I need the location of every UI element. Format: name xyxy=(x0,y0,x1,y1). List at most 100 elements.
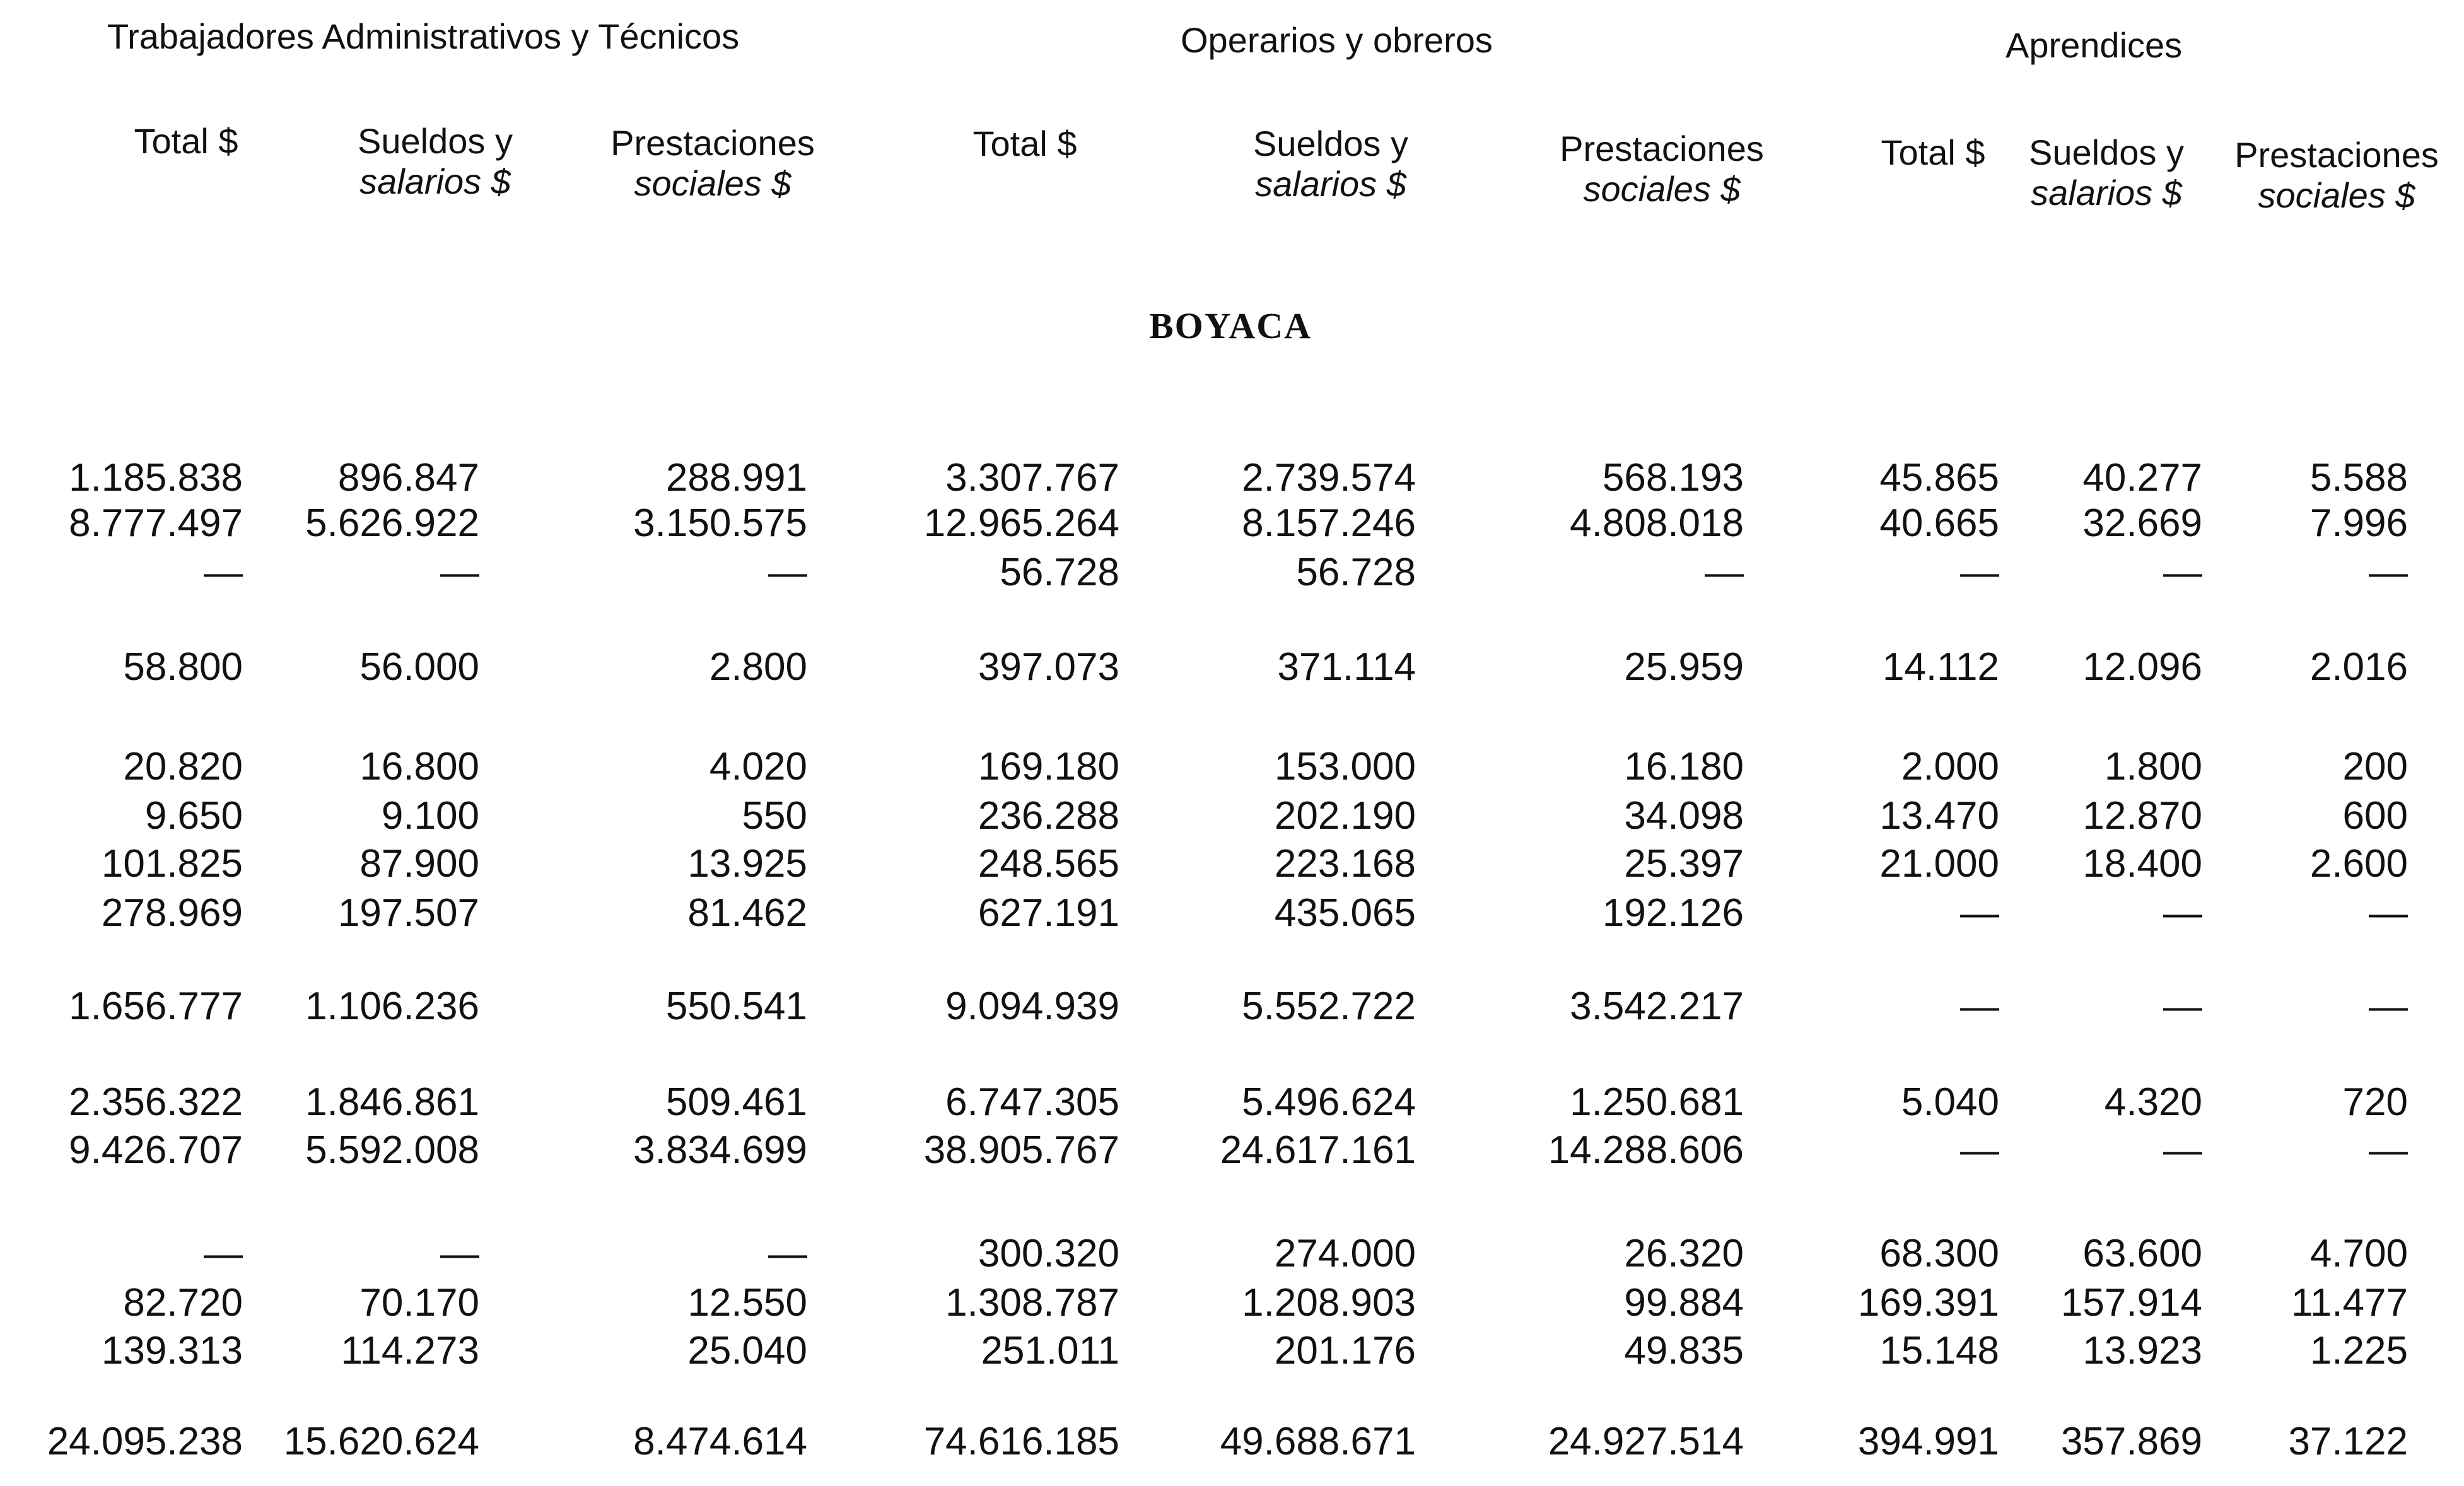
cell-oper-total: 397.073 xyxy=(978,645,1119,689)
cell-oper-total: 74.616.185 xyxy=(923,1420,1119,1463)
cell-oper-prestaciones: 25.397 xyxy=(1624,842,1744,886)
cell-admin-total: 20.820 xyxy=(123,745,243,788)
cell-oper-prestaciones: 34.098 xyxy=(1624,794,1744,838)
cell-apr-sueldos: 12.870 xyxy=(2082,794,2202,838)
cell-admin-prestaciones: 288.991 xyxy=(665,456,807,500)
cell-apr-total: 45.865 xyxy=(1879,456,1999,500)
col-admin-sueldos-line2: salarios $ xyxy=(359,161,511,202)
cell-oper-prestaciones: 49.835 xyxy=(1624,1329,1744,1372)
cell-admin-total: 8.777.497 xyxy=(69,501,243,545)
cell-oper-total: 1.308.787 xyxy=(945,1281,1119,1325)
cell-admin-prestaciones: 25.040 xyxy=(687,1329,807,1372)
group-heading-aprendices: Aprendices xyxy=(2006,25,2183,65)
col-admin-sueldos: Sueldos y salarios $ xyxy=(341,121,530,202)
cell-apr-total: 394.991 xyxy=(1857,1420,1999,1463)
cell-admin-sueldos: 114.273 xyxy=(341,1329,479,1372)
cell-apr-sueldos: 63.600 xyxy=(2082,1232,2202,1275)
cell-admin-total: 9.650 xyxy=(144,794,243,838)
col-oper-sueldos-line2: salarios $ xyxy=(1255,164,1406,204)
cell-apr-total: — xyxy=(1960,1128,1999,1172)
cell-oper-prestaciones: 4.808.018 xyxy=(1570,501,1744,545)
col-apr-sueldos-line2: salarios $ xyxy=(2031,173,2182,213)
cell-oper-total: 56.728 xyxy=(1000,551,1119,594)
section-title: BOYACA xyxy=(1149,305,1312,346)
cell-oper-sueldos: 49.688.671 xyxy=(1220,1420,1416,1463)
cell-admin-total: — xyxy=(204,551,243,594)
cell-apr-sueldos: 4.320 xyxy=(2104,1080,2202,1124)
cell-apr-prestaciones: 11.477 xyxy=(2291,1281,2408,1325)
cell-apr-sueldos: — xyxy=(2163,891,2202,935)
cell-admin-total: 82.720 xyxy=(123,1281,243,1325)
cell-apr-prestaciones: 600 xyxy=(2342,794,2408,838)
cell-admin-sueldos: 896.847 xyxy=(337,456,479,500)
cell-apr-total: 169.391 xyxy=(1857,1281,1999,1325)
col-oper-prest-line1: Prestaciones xyxy=(1560,129,1764,168)
cell-oper-total: 248.565 xyxy=(978,842,1119,886)
cell-apr-sueldos: 18.400 xyxy=(2082,842,2202,886)
cell-apr-prestaciones: — xyxy=(2369,891,2408,935)
table-row-total: 24.095.238 15.620.624 8.474.614 74.616.185 4… xyxy=(0,1419,2464,1463)
col-apr-total: Total $ xyxy=(1881,132,1985,172)
col-admin-prest-line2: sociales $ xyxy=(634,163,791,204)
cell-apr-total: 40.665 xyxy=(1879,501,1999,545)
col-apr-sueldos-line1: Sueldos y xyxy=(2029,132,2184,172)
table-row: 82.720 70.170 12.550 1.308.787 1.208.903 99.8… xyxy=(0,1280,2464,1325)
table-row: 139.313 114.273 25.040 251.011 201.176 49.835… xyxy=(0,1328,2464,1372)
cell-admin-sueldos: 197.507 xyxy=(337,891,479,935)
cell-admin-total: 101.825 xyxy=(101,842,243,886)
table-row: 278.969 197.507 81.462 627.191 435.065 192.12… xyxy=(0,891,2464,935)
cell-oper-total: 236.288 xyxy=(978,794,1119,838)
cell-apr-prestaciones: 5.588 xyxy=(2309,456,2408,500)
cell-admin-prestaciones: 3.150.575 xyxy=(633,501,807,545)
table-row: 8.777.497 5.626.922 3.150.575 12.965.264 8.1… xyxy=(0,501,2464,545)
table-row: 58.800 56.000 2.800 397.073 371.114 25.959 14.… xyxy=(0,645,2464,689)
cell-oper-sueldos: 8.157.246 xyxy=(1242,501,1416,545)
table-row: 9.426.707 5.592.008 3.834.699 38.905.767 24.… xyxy=(0,1128,2464,1172)
cell-admin-prestaciones: 3.834.699 xyxy=(633,1128,807,1172)
cell-apr-prestaciones: 2.600 xyxy=(2309,842,2408,886)
cell-admin-prestaciones: 8.474.614 xyxy=(633,1420,807,1463)
cell-admin-total: 9.426.707 xyxy=(69,1128,243,1172)
col-oper-sueldos: Sueldos y salarios $ xyxy=(1236,124,1425,205)
cell-apr-total: 15.148 xyxy=(1879,1329,1999,1372)
cell-apr-prestaciones: — xyxy=(2369,1128,2408,1172)
cell-oper-total: 3.307.767 xyxy=(945,456,1119,500)
table-row: 20.820 16.800 4.020 169.180 153.000 16.180 2.0… xyxy=(0,744,2464,788)
cell-admin-sueldos: 9.100 xyxy=(381,794,479,838)
cell-oper-prestaciones: 25.959 xyxy=(1624,645,1744,689)
cell-oper-prestaciones: 192.126 xyxy=(1602,891,1744,935)
cell-apr-sueldos: 12.096 xyxy=(2082,645,2202,689)
cell-apr-sueldos: 13.923 xyxy=(2082,1329,2202,1372)
col-oper-total: Total $ xyxy=(972,124,1077,163)
cell-admin-prestaciones: 509.461 xyxy=(665,1080,807,1124)
cell-admin-total: 278.969 xyxy=(101,891,243,935)
cell-oper-total: 300.320 xyxy=(978,1232,1119,1275)
cell-apr-total: 2.000 xyxy=(1901,745,1999,788)
table-row: 1.656.777 1.106.236 550.541 9.094.939 5.552.… xyxy=(0,984,2464,1028)
cell-oper-prestaciones: — xyxy=(1705,551,1744,594)
cell-oper-prestaciones: 26.320 xyxy=(1624,1232,1744,1275)
table-row: 9.650 9.100 550 236.288 202.190 34.098 13.470 1… xyxy=(0,793,2464,838)
cell-admin-total: 2.356.322 xyxy=(69,1080,243,1124)
cell-oper-sueldos: 2.739.574 xyxy=(1242,456,1416,500)
cell-apr-total: — xyxy=(1960,985,1999,1028)
cell-apr-sueldos: 32.669 xyxy=(2082,501,2202,545)
col-apr-sueldos: Sueldos y salarios $ xyxy=(2012,132,2201,214)
cell-admin-sueldos: 15.620.624 xyxy=(283,1420,479,1463)
cell-apr-sueldos: 157.914 xyxy=(2060,1281,2202,1325)
cell-admin-prestaciones: — xyxy=(768,551,807,594)
col-apr-prestaciones: Prestaciones sociales $ xyxy=(2223,135,2450,216)
cell-oper-prestaciones: 16.180 xyxy=(1624,745,1744,788)
cell-admin-total: 24.095.238 xyxy=(47,1420,243,1463)
cell-oper-sueldos: 56.728 xyxy=(1296,551,1416,594)
cell-admin-prestaciones: 12.550 xyxy=(687,1281,807,1325)
cell-apr-sueldos: — xyxy=(2163,1128,2202,1172)
cell-apr-sueldos: — xyxy=(2163,551,2202,594)
cell-admin-prestaciones: 13.925 xyxy=(687,842,807,886)
cell-admin-total: 1.656.777 xyxy=(69,985,243,1028)
cell-apr-prestaciones: 7.996 xyxy=(2309,501,2408,545)
cell-admin-total: 139.313 xyxy=(101,1329,243,1372)
table-row: — — — 56.728 56.728 — — — — xyxy=(0,550,2464,594)
cell-oper-sueldos: 153.000 xyxy=(1274,745,1416,788)
cell-apr-total: 68.300 xyxy=(1879,1232,1999,1275)
